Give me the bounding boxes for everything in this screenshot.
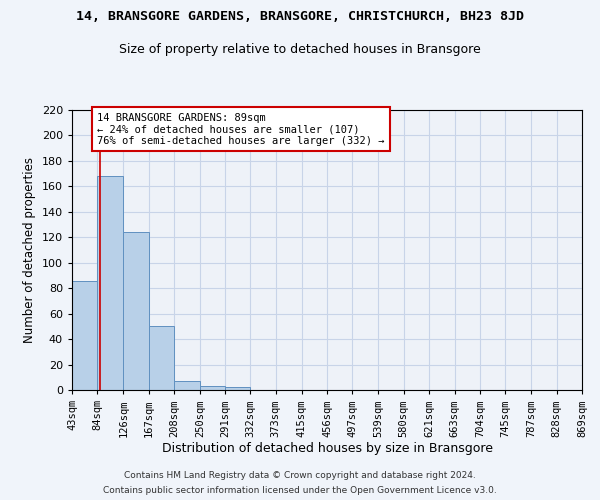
Bar bbox=[72, 280, 97, 390]
Y-axis label: Number of detached properties: Number of detached properties bbox=[23, 157, 36, 343]
Bar bbox=[97, 176, 123, 390]
Bar bbox=[200, 386, 225, 390]
Bar bbox=[225, 388, 250, 390]
Text: Contains public sector information licensed under the Open Government Licence v3: Contains public sector information licen… bbox=[103, 486, 497, 495]
Text: 14, BRANSGORE GARDENS, BRANSGORE, CHRISTCHURCH, BH23 8JD: 14, BRANSGORE GARDENS, BRANSGORE, CHRIST… bbox=[76, 10, 524, 23]
Bar bbox=[123, 232, 149, 390]
Text: Size of property relative to detached houses in Bransgore: Size of property relative to detached ho… bbox=[119, 42, 481, 56]
Bar bbox=[174, 381, 200, 390]
Text: 14 BRANSGORE GARDENS: 89sqm
← 24% of detached houses are smaller (107)
76% of se: 14 BRANSGORE GARDENS: 89sqm ← 24% of det… bbox=[97, 112, 385, 146]
X-axis label: Distribution of detached houses by size in Bransgore: Distribution of detached houses by size … bbox=[161, 442, 493, 455]
Text: Contains HM Land Registry data © Crown copyright and database right 2024.: Contains HM Land Registry data © Crown c… bbox=[124, 471, 476, 480]
Bar bbox=[149, 326, 174, 390]
